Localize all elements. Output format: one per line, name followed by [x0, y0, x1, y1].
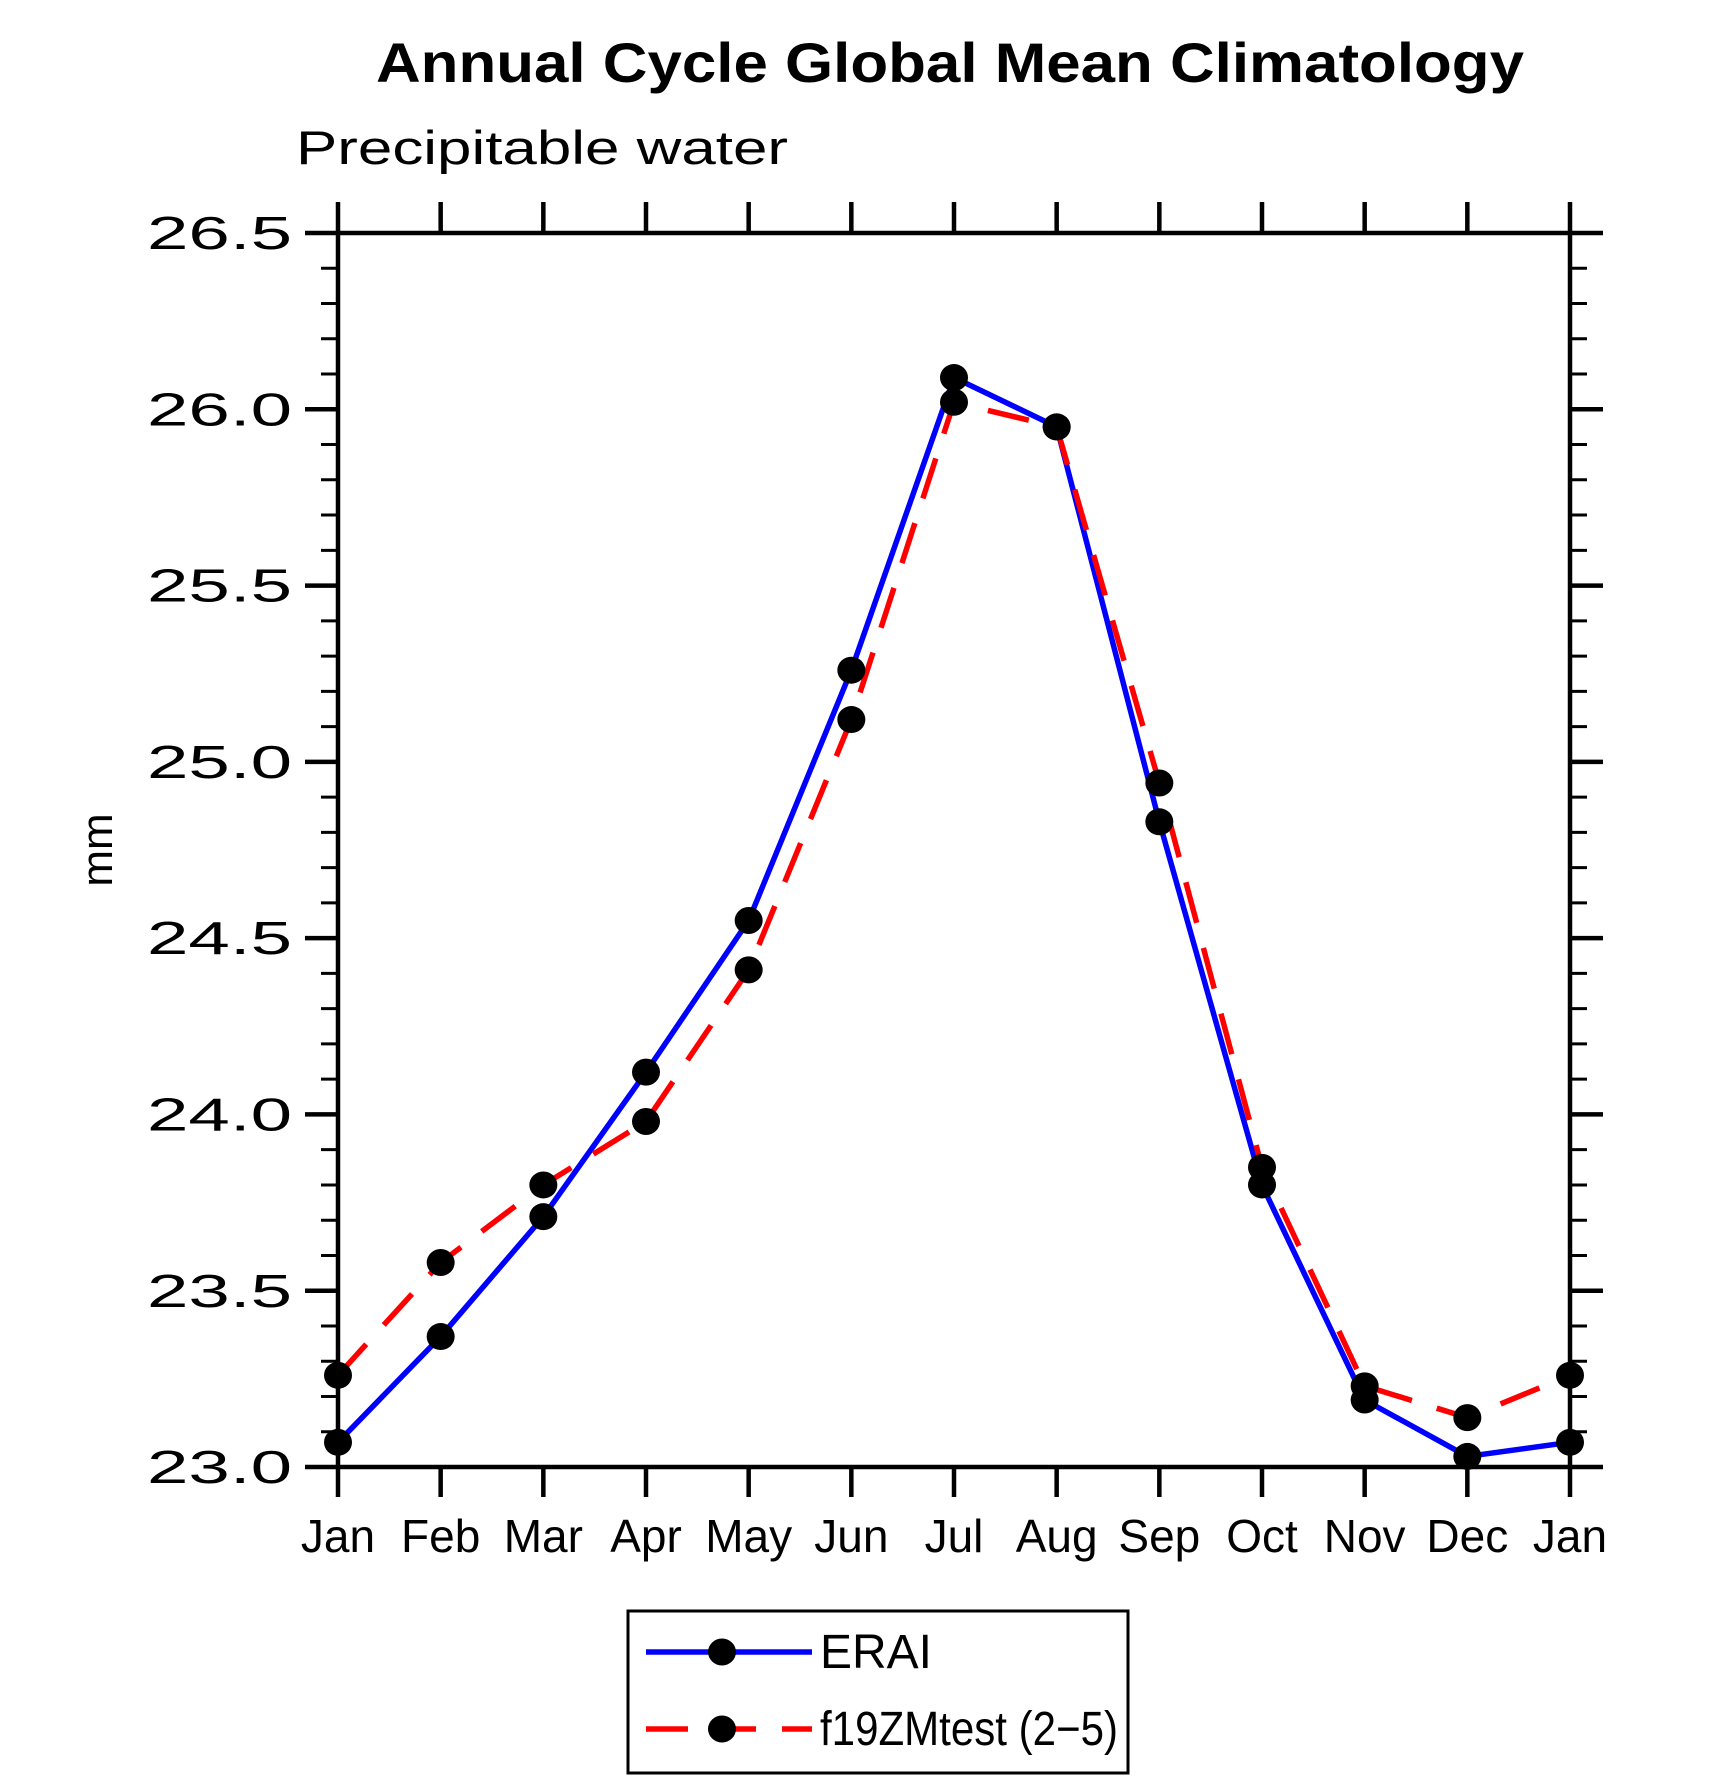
y-tick-label: 24.5	[147, 912, 292, 964]
data-point-marker	[632, 1107, 660, 1135]
legend-marker-erai	[708, 1638, 736, 1666]
data-point-marker	[837, 706, 866, 734]
y-tick-label: 25.5	[147, 560, 292, 612]
x-tick-label: Oct	[1226, 1510, 1298, 1562]
x-tick-label: Sep	[1118, 1510, 1200, 1562]
f19zmtest-line	[335, 399, 1572, 1421]
data-point-marker	[1145, 769, 1174, 797]
y-tick-label: 26.0	[147, 383, 292, 435]
x-tick-label: Jun	[814, 1510, 888, 1562]
data-point-marker	[1556, 1361, 1584, 1389]
series-f19zmtest	[335, 399, 1572, 1421]
legend-marker-f19zmtest	[708, 1715, 736, 1743]
legend: ERAI f19ZMtest (2−5)	[626, 1609, 1130, 1775]
data-point-marker	[426, 1323, 455, 1351]
data-point-marker	[1042, 413, 1071, 441]
data-point-marker	[632, 1058, 660, 1086]
erai-line	[336, 374, 1571, 1460]
data-point-marker	[529, 1203, 558, 1231]
y-tick-label: 23.0	[147, 1441, 292, 1493]
x-tick-label: Nov	[1324, 1510, 1406, 1562]
data-point-marker	[529, 1171, 558, 1199]
chart-subtitle: Precipitable water	[296, 121, 788, 174]
data-point-marker	[837, 656, 866, 684]
x-tick-label: May	[705, 1510, 792, 1562]
legend-label-f19zmtest: f19ZMtest (2−5)	[820, 1703, 1118, 1756]
data-point-marker	[324, 1361, 352, 1389]
y-tick-label: 24.0	[147, 1089, 292, 1141]
data-point-marker	[324, 1428, 352, 1456]
x-tick-label: Dec	[1426, 1510, 1508, 1562]
data-point-marker	[1453, 1442, 1482, 1470]
chart-title: Annual Cycle Global Mean Climatology	[376, 31, 1524, 94]
y-tick-label: 23.5	[147, 1265, 292, 1317]
legend-box	[626, 1609, 1130, 1775]
y-axis-title: mm	[73, 813, 122, 886]
x-tick-label: Jan	[301, 1510, 375, 1562]
x-axis: Jan Feb Mar Apr May Jun Jul Aug Sep Oct Nov Dec Jan	[301, 202, 1607, 1562]
data-point-marker	[734, 956, 763, 984]
data-point-marker	[940, 388, 968, 416]
data-point-marker	[1453, 1404, 1482, 1432]
y-tick-label: 25.0	[147, 736, 292, 788]
plot-frame	[335, 230, 1573, 1470]
x-tick-label: Apr	[610, 1510, 682, 1562]
x-tick-label: Jan	[1533, 1510, 1607, 1562]
x-tick-label: Jul	[925, 1510, 984, 1562]
data-point-marker	[1556, 1428, 1584, 1456]
series-erai	[336, 374, 1571, 1460]
x-tick-label: Feb	[401, 1510, 480, 1562]
data-point-marker	[940, 364, 968, 392]
y-tick-label: 26.5	[147, 207, 292, 259]
f19zmtest-markers	[324, 388, 1584, 1432]
erai-markers	[324, 364, 1584, 1470]
data-point-marker	[426, 1249, 455, 1277]
data-point-marker	[734, 907, 763, 935]
data-point-marker	[1248, 1153, 1276, 1181]
data-point-marker	[1145, 808, 1174, 836]
x-tick-label: Aug	[1016, 1510, 1098, 1562]
legend-label-erai: ERAI	[820, 1626, 932, 1679]
data-point-marker	[1350, 1372, 1379, 1400]
x-tick-label: Mar	[504, 1510, 583, 1562]
y-axis: 23.0 23.5 24.0 24.5 25.0 25.5 26.0 26.5	[147, 207, 1603, 1493]
